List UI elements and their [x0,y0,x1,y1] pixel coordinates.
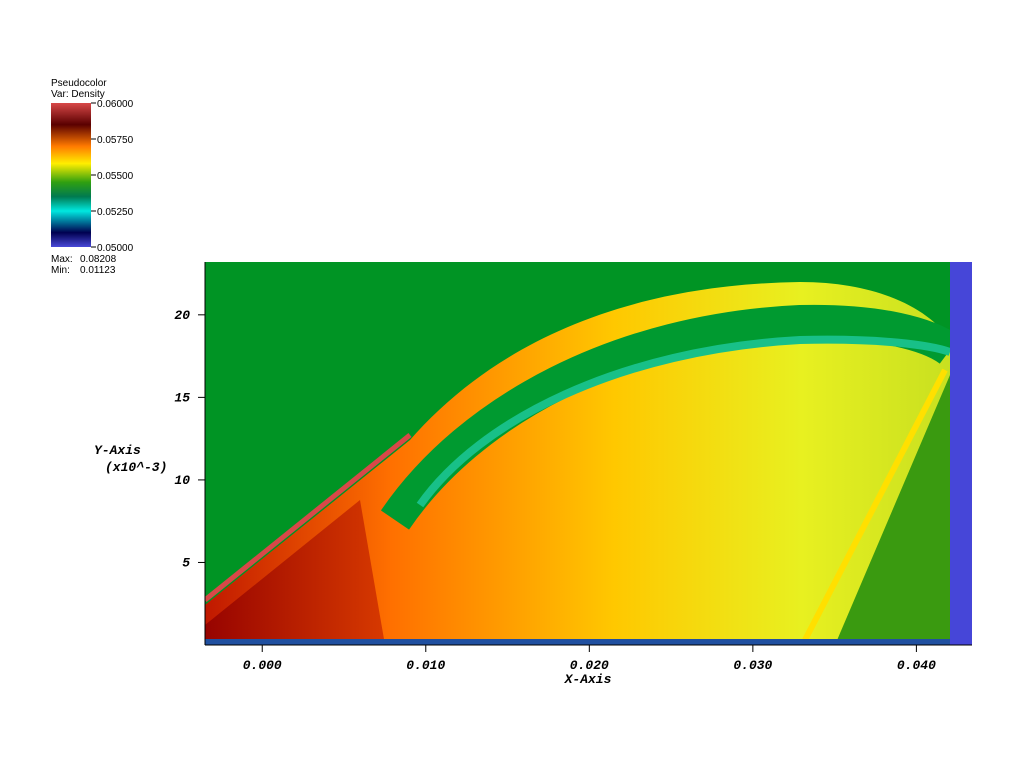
y-tick-label: 10 [174,473,190,488]
colorbar [51,103,91,247]
density-field [205,262,972,645]
x-tick-label: 0.020 [570,658,609,673]
min-label: Min: [51,265,70,276]
max-value: 0.08208 [80,254,117,265]
legend-variable: Var: Density [51,89,105,100]
x-tick-label: 0.010 [406,658,445,673]
legend-tick-label: 0.06000 [97,99,134,110]
legend-tick-label: 0.05000 [97,243,134,254]
x-tick-label: 0.030 [733,658,772,673]
max-label: Max: [51,254,73,265]
min-value: 0.01123 [80,265,116,276]
legend-tick-label: 0.05500 [97,171,134,182]
x-tick-label: 0.040 [897,658,936,673]
y-axis-label: Y-Axis [94,443,141,458]
y-tick-label: 5 [182,555,190,570]
x-tick-label: 0.000 [243,658,282,673]
legend-tick-label: 0.05750 [97,135,134,146]
legend-tick-label: 0.05250 [97,207,134,218]
x-axis-label: X-Axis [564,672,612,687]
y-axis-unit: (x10^-3) [105,460,167,475]
y-tick-label: 20 [174,308,190,323]
legend-title: Pseudocolor [51,78,107,89]
y-tick-label: 15 [174,390,190,405]
